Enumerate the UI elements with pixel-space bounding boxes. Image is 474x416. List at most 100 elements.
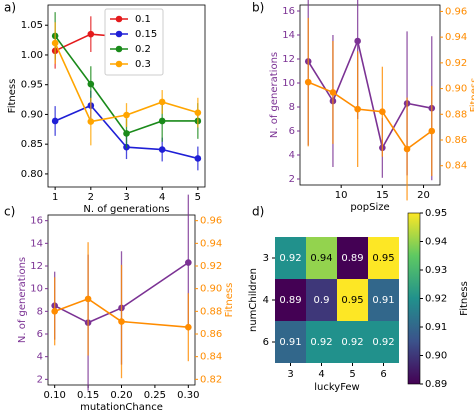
cell-label: 0.94 xyxy=(310,253,332,264)
y-tick-label: 6 xyxy=(263,337,269,348)
y-tick-label: 12 xyxy=(30,261,43,272)
legend-marker xyxy=(115,45,123,53)
colorbar-tick-label: 0.90 xyxy=(425,351,447,362)
y-tick-label: 1.05 xyxy=(21,20,43,31)
x-tick-label: 0.30 xyxy=(177,390,199,401)
heatmap-cell xyxy=(368,279,399,321)
cell-label: 0.89 xyxy=(341,253,363,264)
legend-label: 0.2 xyxy=(135,44,151,55)
x-tick-label: 10 xyxy=(335,190,348,201)
data-point xyxy=(87,30,95,38)
series-line xyxy=(307,81,433,151)
cell-label: 0.91 xyxy=(372,295,394,306)
y-tick-label: 6 xyxy=(37,329,43,340)
data-point xyxy=(194,109,202,116)
y-tick-label: 3 xyxy=(263,253,269,264)
y2-tick-label: 0.84 xyxy=(200,352,222,363)
panel-label: b) xyxy=(252,1,264,15)
y2-tick-label: 0.82 xyxy=(200,374,222,385)
data-point xyxy=(51,117,59,125)
legend-label: 0.15 xyxy=(135,29,157,40)
y-tick-label: 4 xyxy=(289,150,295,161)
x-tick-label: 0.20 xyxy=(110,390,132,401)
y2-tick-label: 0.92 xyxy=(200,261,222,272)
data-point xyxy=(84,295,92,303)
cell-label: 0.91 xyxy=(279,337,301,348)
heatmap-cell xyxy=(337,237,368,279)
x-tick-label: 0.10 xyxy=(44,390,66,401)
data-point xyxy=(354,37,361,45)
legend-label: 0.1 xyxy=(135,14,151,25)
y2-tick-label: 0.86 xyxy=(200,329,222,340)
x-tick-label: 20 xyxy=(417,190,430,201)
y-tick-label: 8 xyxy=(289,102,295,113)
data-point xyxy=(185,259,192,266)
cell-label: 0.9 xyxy=(314,295,330,306)
heatmap-cell xyxy=(275,237,306,279)
x-tick-label: 4 xyxy=(318,369,324,380)
legend-marker xyxy=(115,15,123,23)
colorbar-tick-label: 0.91 xyxy=(425,322,447,333)
y2-tick-label: 0.92 xyxy=(445,58,467,69)
y-tick-label: 2 xyxy=(37,374,43,385)
x-tick-label: 3 xyxy=(123,192,129,203)
data-point xyxy=(123,130,130,137)
data-point xyxy=(123,111,130,119)
x-tick-label: 0.25 xyxy=(144,390,166,401)
y-tick-label: 14 xyxy=(282,30,295,41)
colorbar xyxy=(407,212,421,385)
y-tick-label: 1.00 xyxy=(21,50,43,61)
heatmap-cell xyxy=(306,279,337,321)
y-tick-label: 0.80 xyxy=(21,169,43,180)
y2-tick-label: 0.88 xyxy=(200,306,222,317)
y-axis-label: N. of generations xyxy=(269,52,280,138)
cell-label: 0.95 xyxy=(341,295,363,306)
legend-marker xyxy=(115,30,123,38)
y-tick-label: 16 xyxy=(282,6,295,17)
cell-label: 0.92 xyxy=(372,337,394,348)
colorbar-label: Fitness xyxy=(459,281,470,316)
data-point xyxy=(379,108,386,116)
heatmap-cell xyxy=(337,321,368,363)
data-point xyxy=(185,323,192,331)
plot-frame xyxy=(299,4,441,186)
data-point xyxy=(354,105,361,113)
x-tick-label: 3 xyxy=(287,369,293,380)
y-tick-label: 0.95 xyxy=(21,80,43,91)
y-tick-label: 0.90 xyxy=(21,109,43,120)
cell-label: 0.89 xyxy=(279,295,301,306)
data-point xyxy=(51,308,58,315)
y-axis-label: numChildren xyxy=(248,268,259,332)
colorbar-tick-label: 0.92 xyxy=(425,294,447,305)
data-point xyxy=(118,318,125,325)
legend-box xyxy=(104,8,164,76)
x-axis-label: mutationChance xyxy=(80,402,163,413)
x-tick-label: 5 xyxy=(195,192,201,203)
series-line xyxy=(54,297,189,328)
y2-axis-label: Fitness xyxy=(224,283,235,318)
y-tick-label: 0.85 xyxy=(21,139,43,150)
x-tick-label: 0.15 xyxy=(77,390,99,401)
x-tick-label: 4 xyxy=(159,192,165,203)
panel-label: a) xyxy=(4,1,16,15)
y2-tick-label: 0.96 xyxy=(200,216,222,227)
heatmap-cell xyxy=(275,279,306,321)
cell-label: 0.95 xyxy=(372,253,394,264)
y2-tick-label: 0.84 xyxy=(445,161,467,172)
x-tick-label: 15 xyxy=(376,190,389,201)
y-tick-label: 10 xyxy=(30,284,43,295)
y-tick-label: 2 xyxy=(289,174,295,185)
y-tick-label: 4 xyxy=(37,352,43,363)
legend-label: 0.3 xyxy=(135,59,151,70)
y-tick-label: 14 xyxy=(30,238,43,249)
y-tick-label: 12 xyxy=(282,54,295,65)
y-axis-label: Fitness xyxy=(7,79,18,114)
y-tick-label: 16 xyxy=(30,216,43,227)
panel-label: d) xyxy=(252,205,264,219)
colorbar-tick-label: 0.89 xyxy=(425,379,447,390)
x-axis-label: N. of generations xyxy=(83,204,169,215)
series-line xyxy=(54,261,189,324)
y-tick-label: 10 xyxy=(282,78,295,89)
y-tick-label: 6 xyxy=(289,126,295,137)
